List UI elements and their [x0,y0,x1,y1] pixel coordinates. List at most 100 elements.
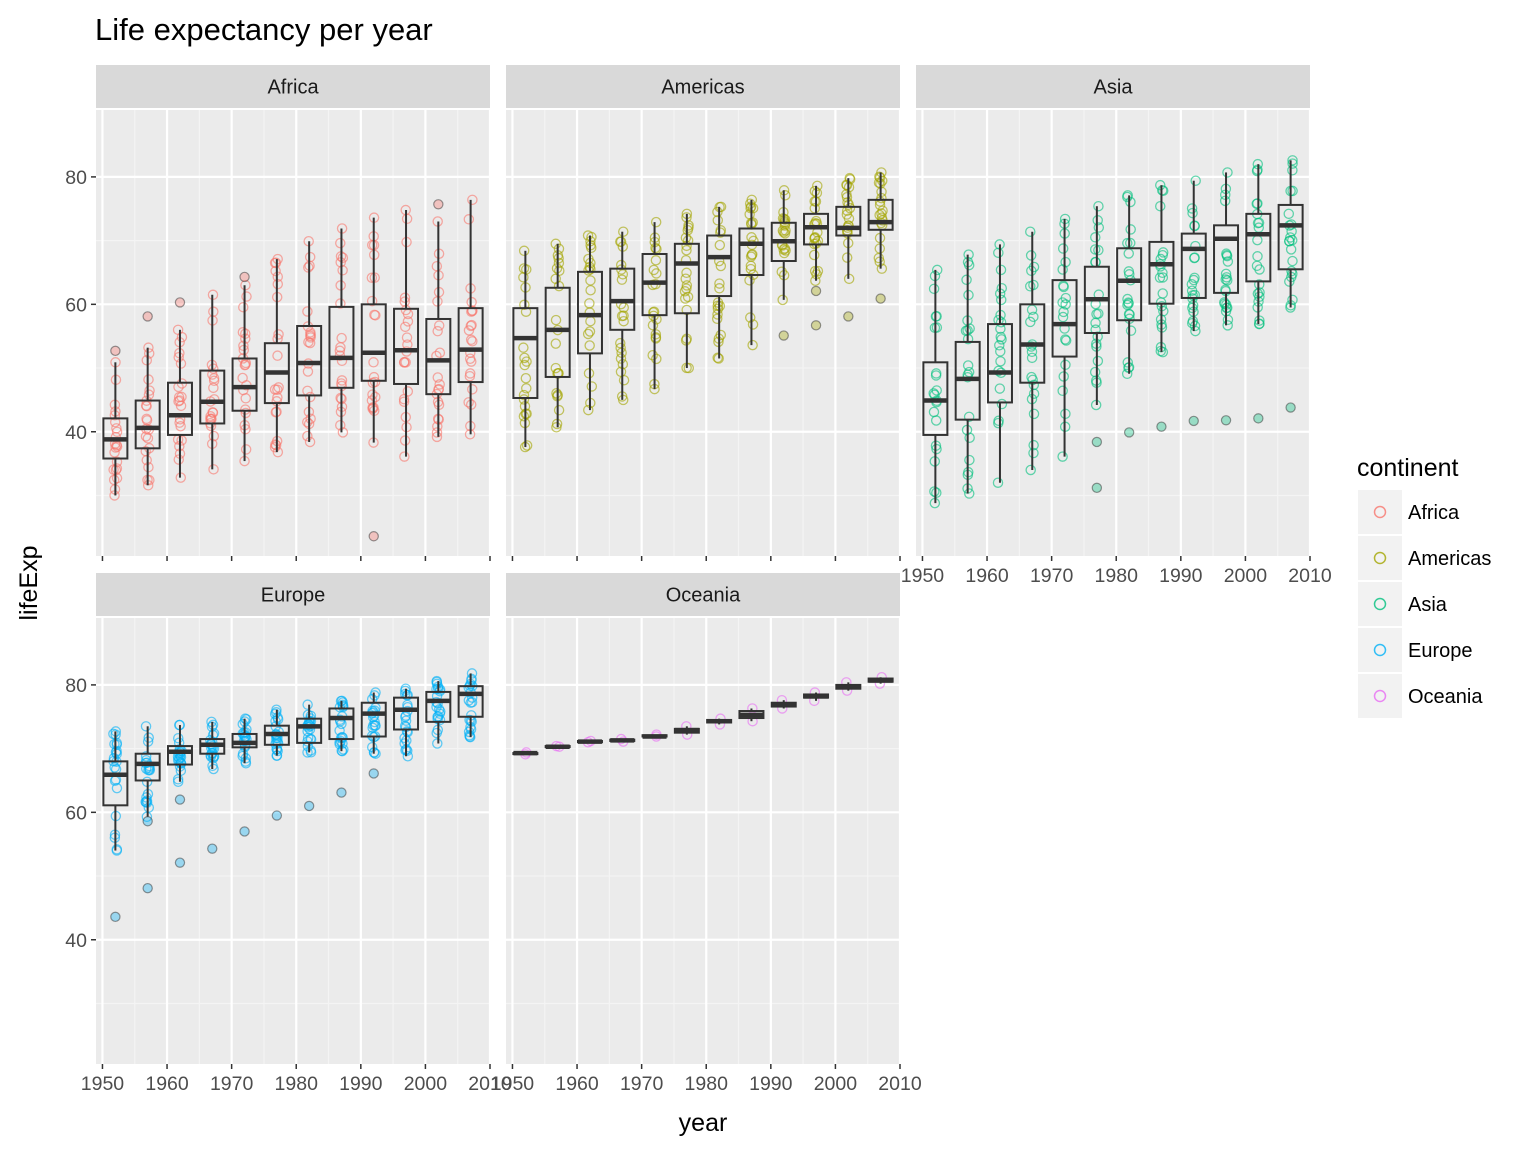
data-point [174,395,185,406]
data-point [651,268,662,279]
outlier-point [142,882,153,894]
data-point [1287,185,1298,197]
data-point [520,372,532,384]
x-tick-label: 1970 [210,1073,254,1095]
x-tick-label: 1950 [491,1073,535,1095]
legend: continent Africa Americas Asia Europe Oceani… [1357,454,1491,718]
data-point [1025,250,1037,261]
legend-swatch [1373,597,1387,611]
data-point [401,213,413,225]
boxplot-1977 [263,259,290,453]
data-point [929,486,940,497]
data-point [402,751,414,762]
data-point [715,227,726,238]
data-point [176,331,188,343]
box-iqr [328,707,355,741]
chart-title: Life expectancy per year [95,12,433,47]
box-iqr [199,369,226,425]
box-iqr [296,717,323,744]
data-point [682,291,694,303]
data-point [995,264,1007,276]
data-point [963,259,975,271]
data-point [553,404,565,416]
data-point [140,796,151,808]
data-point [585,285,596,296]
x-tick-label: 1960 [145,1073,189,1095]
data-point [583,404,594,416]
data-point [521,383,532,394]
x-tick-label: 1990 [1159,565,1203,587]
data-point [302,699,313,710]
data-point [618,226,629,237]
x-tick-label: 2010 [878,1073,922,1095]
legend-swatch [1373,505,1387,519]
data-point [681,244,692,256]
panel-europe: Europe 40 60 80 1950 1960 1970 1980 1990 2000 2010 [65,573,512,1095]
boxplot-1997 [393,688,420,757]
data-point [467,194,478,206]
data-point [715,329,727,341]
data-point [931,322,943,333]
data-point [747,339,758,351]
boxplot-2007 [457,673,484,738]
data-point [1093,244,1104,256]
data-point [812,235,824,247]
data-point [370,391,381,403]
data-point [143,348,155,359]
boxplot-1962 [166,329,193,478]
data-point [239,359,251,371]
data-point [1254,318,1265,329]
data-point [398,393,410,405]
data-point [841,189,852,200]
outlier-point [110,911,121,923]
boxplot-1982 [1116,195,1143,374]
data-point [1189,320,1201,332]
data-point [269,708,281,720]
data-point [650,329,662,340]
legend-item-americas: Americas [1358,536,1491,580]
data-point [366,272,378,284]
data-point [434,379,445,390]
data-point [583,265,594,276]
data-point [745,260,757,272]
data-point [618,310,629,321]
data-point [1057,385,1068,397]
data-point [1283,208,1295,220]
boxplot-1967 [609,738,636,743]
boxplot-1972 [1051,218,1078,457]
data-point [1285,232,1296,243]
data-point [712,206,723,218]
data-point [844,174,856,185]
data-point [874,209,885,221]
data-point [1028,379,1040,391]
data-point [808,249,820,261]
box-iqr [231,357,258,412]
data-point [401,332,413,343]
data-point [1125,325,1137,336]
data-point [553,280,565,292]
data-point [964,323,975,334]
data-point [680,273,691,285]
data-point [1157,247,1169,258]
data-point [963,411,975,423]
data-point [1028,311,1039,323]
data-point [466,319,477,331]
data-point [433,704,445,715]
boxplot-1952 [102,362,129,496]
data-point [616,274,628,285]
data-point [1287,158,1298,169]
data-point [928,283,940,295]
data-point [431,431,443,443]
data-point [1028,261,1040,273]
data-point [995,294,1007,306]
data-point [335,237,346,249]
data-point [745,263,757,275]
data-point [270,265,281,277]
data-point [1287,255,1298,267]
data-point [399,451,410,462]
x-tick-label: 2010 [1288,565,1332,587]
boxplot-1952 [102,731,129,851]
legend-item-oceania: Oceania [1358,674,1483,718]
data-point [305,747,317,758]
data-point [1122,293,1133,305]
